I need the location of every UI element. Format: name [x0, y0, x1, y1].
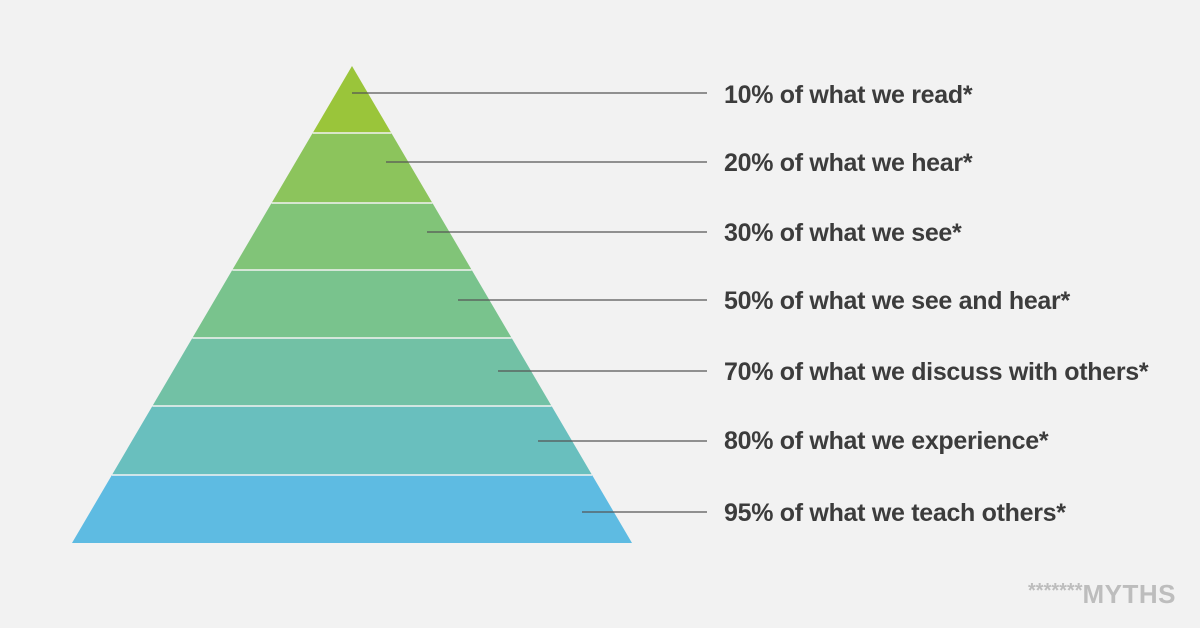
pyramid-band-1 [312, 66, 392, 133]
pyramid-label-5: 70% of what we discuss with others* [724, 358, 1149, 386]
pyramid-band-6 [111, 406, 593, 475]
pyramid-label-3: 30% of what we see* [724, 219, 962, 247]
watermark-text: MYTHS [1082, 579, 1176, 609]
pyramid-label-7: 95% of what we teach others* [724, 499, 1066, 527]
pyramid-label-2: 20% of what we hear* [724, 149, 973, 177]
pyramid-band-7 [72, 475, 632, 543]
pyramid-band-2 [271, 133, 433, 203]
pyramid-label-1: 10% of what we read* [724, 81, 973, 109]
pyramid-label-6: 80% of what we experience* [724, 427, 1049, 455]
watermark-stars: ******* [1028, 580, 1083, 602]
myths-watermark: *******MYTHS [1028, 579, 1176, 610]
pyramid-band-4 [192, 270, 512, 338]
pyramid-band-5 [152, 338, 552, 406]
pyramid-band-3 [232, 203, 472, 270]
pyramid-label-4: 50% of what we see and hear* [724, 287, 1070, 315]
